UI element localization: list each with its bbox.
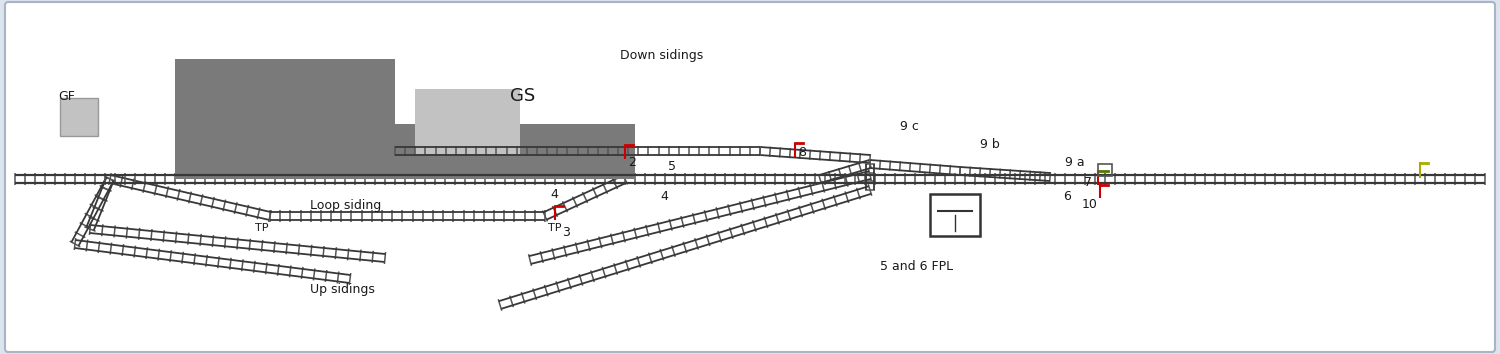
Bar [60,98,98,136]
Text: 8: 8 [798,145,806,159]
Text: Down sidings: Down sidings [620,50,704,63]
Bar [1098,164,1112,176]
Text: 4: 4 [550,188,558,200]
FancyBboxPatch shape [4,2,1496,352]
Text: 2: 2 [628,156,636,170]
Text: GF: GF [58,90,75,103]
Text: TP: TP [548,223,561,233]
Text: TP: TP [255,223,268,233]
Text: GS: GS [510,87,536,105]
Bar [930,194,980,236]
Text: 9 b: 9 b [980,137,999,150]
Bar [176,59,394,134]
Text: 4: 4 [660,189,668,202]
Bar [416,89,520,154]
Text: 7: 7 [1084,176,1092,188]
Text: 5 and 6 FPL: 5 and 6 FPL [880,259,952,273]
Text: Loop siding: Loop siding [310,200,381,212]
Text: 9 c: 9 c [900,120,920,132]
Text: Up sidings: Up sidings [310,284,375,297]
Text: 10: 10 [1082,198,1098,211]
Text: 3: 3 [562,225,570,239]
Text: 9 a: 9 a [1065,155,1084,169]
Text: 5: 5 [668,160,676,172]
Text: 6: 6 [1064,189,1071,202]
Bar [176,124,634,179]
